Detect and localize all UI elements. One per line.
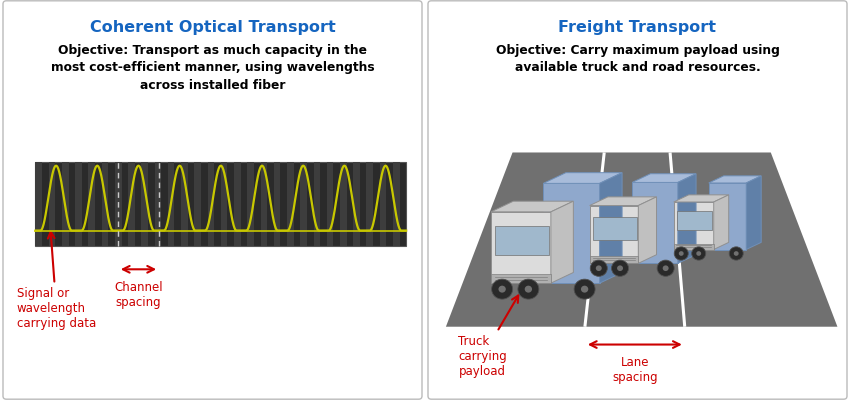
Polygon shape <box>674 202 714 250</box>
Bar <box>102 162 108 246</box>
Bar <box>207 162 214 246</box>
Bar <box>88 162 95 246</box>
Bar <box>366 162 373 246</box>
Circle shape <box>611 260 628 276</box>
Text: Freight Transport: Freight Transport <box>558 20 717 35</box>
Circle shape <box>696 251 701 256</box>
Circle shape <box>679 251 683 256</box>
Bar <box>36 162 406 246</box>
Circle shape <box>581 286 588 293</box>
Polygon shape <box>590 206 638 263</box>
Bar <box>491 274 551 283</box>
Bar <box>393 162 400 246</box>
FancyBboxPatch shape <box>428 1 847 399</box>
Polygon shape <box>632 182 677 263</box>
Text: Objective: Transport as much capacity in the
most cost-efficient manner, using w: Objective: Transport as much capacity in… <box>51 44 374 92</box>
Polygon shape <box>632 174 696 182</box>
Polygon shape <box>491 212 551 283</box>
Circle shape <box>734 251 739 256</box>
Bar <box>75 162 82 246</box>
Bar <box>300 162 307 246</box>
Bar <box>677 212 712 230</box>
Bar <box>48 162 55 246</box>
Bar <box>380 162 386 246</box>
Bar <box>36 162 42 246</box>
Polygon shape <box>446 152 837 327</box>
Bar <box>168 162 174 246</box>
Polygon shape <box>709 183 746 250</box>
Polygon shape <box>491 201 574 212</box>
Bar <box>590 256 638 263</box>
Text: Channel
spacing: Channel spacing <box>114 281 162 309</box>
Circle shape <box>596 265 602 271</box>
Text: Truck
carrying
payload: Truck carrying payload <box>458 296 518 378</box>
Text: Signal or
wavelength
carrying data: Signal or wavelength carrying data <box>17 232 96 330</box>
Bar <box>115 162 122 246</box>
Bar <box>141 162 148 246</box>
Circle shape <box>574 279 595 299</box>
Bar <box>128 162 135 246</box>
Bar <box>496 226 549 255</box>
Text: Coherent Optical Transport: Coherent Optical Transport <box>89 20 336 35</box>
Polygon shape <box>543 183 599 283</box>
Polygon shape <box>551 201 574 283</box>
Circle shape <box>518 279 539 299</box>
Polygon shape <box>714 195 728 250</box>
Bar <box>247 162 254 246</box>
Circle shape <box>524 286 532 293</box>
Bar <box>195 162 201 246</box>
Text: Objective: Carry maximum payload using
available truck and road resources.: Objective: Carry maximum payload using a… <box>496 44 779 74</box>
Circle shape <box>498 286 506 293</box>
Polygon shape <box>543 173 622 183</box>
Polygon shape <box>709 176 762 183</box>
Bar <box>62 162 69 246</box>
Bar <box>326 162 333 246</box>
Polygon shape <box>674 195 728 202</box>
Polygon shape <box>677 174 696 263</box>
Polygon shape <box>638 197 656 263</box>
Circle shape <box>729 247 743 260</box>
Bar <box>340 162 347 246</box>
Bar <box>234 162 241 246</box>
Circle shape <box>617 265 623 271</box>
Bar <box>155 162 162 246</box>
Circle shape <box>692 247 706 260</box>
Bar <box>674 244 714 250</box>
Polygon shape <box>746 176 762 250</box>
Polygon shape <box>599 173 622 283</box>
Bar <box>274 162 280 246</box>
Bar <box>221 162 228 246</box>
Bar <box>181 162 188 246</box>
Circle shape <box>674 247 689 260</box>
FancyBboxPatch shape <box>3 1 422 399</box>
Bar <box>314 162 320 246</box>
Bar <box>261 162 267 246</box>
Circle shape <box>491 279 513 299</box>
Bar <box>287 162 293 246</box>
Polygon shape <box>590 197 656 206</box>
Bar <box>593 217 637 240</box>
Text: Lane
spacing: Lane spacing <box>612 356 658 384</box>
Circle shape <box>663 265 669 271</box>
Circle shape <box>657 260 674 276</box>
Circle shape <box>590 260 607 276</box>
Bar <box>354 162 360 246</box>
